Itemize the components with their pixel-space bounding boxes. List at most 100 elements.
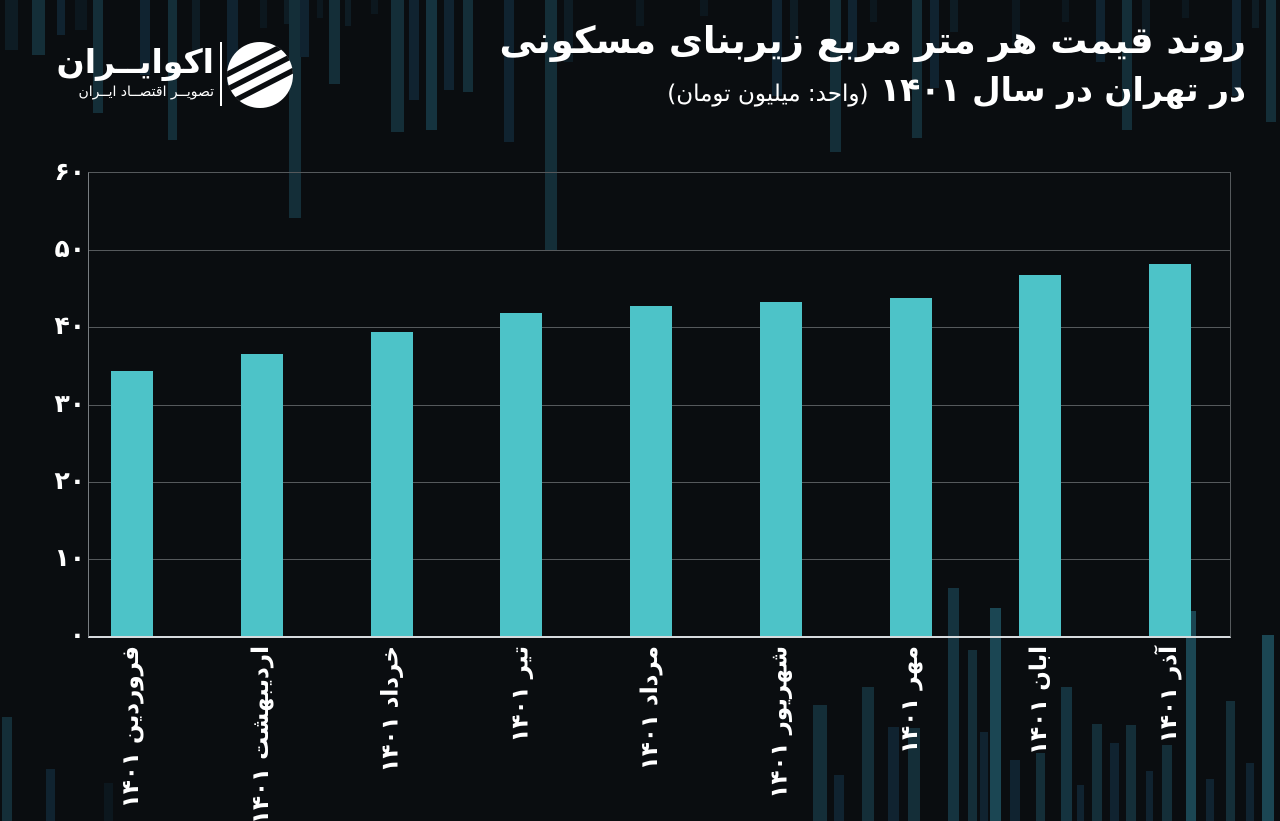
x-tick-label-6: شهریور ۱۴۰۱ — [766, 646, 793, 799]
texture-top-bar-18 — [391, 0, 404, 132]
texture-top-bar-22 — [463, 0, 473, 92]
texture-bottom-bar-19 — [1126, 725, 1136, 821]
texture-bottom-bar-24 — [1226, 701, 1235, 821]
texture-top-bar-27 — [700, 0, 708, 16]
texture-bottom-bar-26 — [1262, 635, 1274, 821]
texture-top-bar-16 — [345, 0, 351, 26]
texture-top-bar-10 — [260, 0, 267, 28]
y-tick-label-10: ۱۰ — [54, 542, 85, 572]
texture-top-bar-9 — [227, 0, 238, 85]
x-tick-label-9: آذر ۱۴۰۱ — [1156, 646, 1182, 744]
texture-bottom-bar-5 — [834, 775, 844, 821]
brand-tagline: تصویــر اقتصــاد ایــران — [78, 84, 214, 100]
texture-bottom-bar-12 — [990, 608, 1001, 821]
bar-5 — [630, 305, 672, 636]
texture-bottom-bar-21 — [1162, 745, 1172, 821]
texture-top-bar-19 — [409, 0, 419, 100]
texture-bottom-bar-2 — [46, 769, 55, 821]
y-tick-label-0: ۰ — [69, 620, 85, 649]
x-tick-label-7: مهر ۱۴۰۱ — [896, 646, 923, 754]
x-tick-label-5: مرداد ۱۴۰۱ — [637, 646, 663, 771]
texture-bottom-bar-7 — [888, 727, 899, 821]
bar-1 — [111, 370, 153, 636]
texture-top-bar-34 — [930, 0, 939, 88]
bar-2 — [240, 353, 283, 636]
x-tick-label-8: ابان ۱۴۰۱ — [1026, 646, 1053, 755]
texture-bottom-bar-3 — [104, 783, 113, 821]
texture-bottom-bar-9 — [948, 588, 959, 821]
texture-top-bar-25 — [564, 0, 573, 62]
texture-top-bar-4 — [75, 0, 87, 30]
y-tick-label-30: ۳۰ — [54, 388, 85, 418]
texture-top-bar-30 — [830, 0, 841, 152]
texture-bottom-bar-10 — [968, 650, 977, 821]
texture-top-bar-40 — [1142, 0, 1150, 36]
texture-top-bar-43 — [1252, 0, 1259, 28]
gridline-50 — [89, 250, 1230, 252]
texture-bottom-bar-25 — [1246, 763, 1254, 821]
brand-name: اکوایــران — [56, 42, 214, 81]
texture-top-bar-3 — [57, 0, 65, 35]
x-tick-label-2: اردیبهشت ۱۴۰۱ — [247, 646, 274, 821]
texture-bottom-bar-22 — [1186, 611, 1196, 821]
texture-bottom-bar-13 — [1010, 760, 1020, 821]
texture-bottom-bar-11 — [980, 732, 988, 821]
y-tick-label-50: ۵۰ — [54, 234, 85, 264]
chart-title-line2-main: در تهران در سال ۱۴۰۱ — [879, 70, 1246, 109]
bar-7 — [889, 298, 932, 636]
chart-title-line1: روند قیمت هر متر مربع زیربنای مسکونی — [499, 19, 1246, 62]
texture-top-bar-2 — [32, 0, 45, 55]
plot-area — [88, 172, 1231, 638]
ecoiran-emblem-icon — [227, 42, 293, 108]
chart-title-line2: در تهران در سال ۱۴۰۱ (واحد: میلیون تومان… — [499, 68, 1246, 116]
x-tick-label-3: خرداد ۱۴۰۱ — [377, 646, 404, 773]
y-tick-label-20: ۲۰ — [54, 465, 85, 495]
texture-top-bar-32 — [870, 0, 877, 22]
chart-unit-note: (واحد: میلیون تومان) — [667, 81, 869, 107]
texture-top-bar-12 — [289, 0, 301, 218]
y-tick-label-60: ۶۰ — [54, 157, 85, 186]
texture-top-bar-8 — [192, 0, 200, 50]
texture-top-bar-1 — [5, 0, 18, 50]
texture-top-bar-13 — [300, 0, 309, 57]
texture-top-bar-33 — [912, 0, 922, 138]
texture-top-bar-42 — [1232, 0, 1241, 96]
bar-4 — [500, 313, 543, 636]
texture-top-bar-36 — [1012, 0, 1020, 46]
texture-bottom-bar-8 — [908, 728, 920, 821]
brand-separator — [220, 42, 222, 106]
texture-top-bar-41 — [1182, 0, 1189, 18]
texture-top-bar-39 — [1122, 0, 1132, 130]
texture-bottom-bar-14 — [1036, 753, 1045, 821]
texture-top-bar-24 — [545, 0, 557, 250]
chart-title-block: روند قیمت هر متر مربع زیربنای مسکونی در … — [499, 16, 1246, 116]
texture-top-bar-15 — [329, 0, 340, 84]
texture-top-bar-7 — [168, 0, 177, 140]
x-tick-label-1: فروردین ۱۴۰۱ — [118, 646, 144, 809]
texture-top-bar-26 — [636, 0, 644, 26]
texture-top-bar-21 — [444, 0, 454, 90]
brand-text-block: اکوایــران تصویــر اقتصــاد ایــران — [40, 42, 214, 102]
texture-top-bar-14 — [317, 0, 323, 18]
texture-top-bar-29 — [790, 0, 798, 40]
texture-bottom-bar-4 — [813, 705, 827, 821]
x-tick-label-4: تیر ۱۴۰۱ — [507, 646, 534, 743]
texture-bottom-bar-23 — [1206, 779, 1214, 821]
bar-9 — [1149, 264, 1191, 636]
texture-top-bar-17 — [371, 0, 378, 14]
texture-top-bar-20 — [426, 0, 437, 130]
texture-bottom-bar-20 — [1146, 771, 1153, 821]
texture-top-bar-28 — [772, 0, 782, 96]
texture-bottom-bar-6 — [862, 687, 874, 821]
texture-bottom-bar-1 — [2, 717, 12, 821]
texture-top-bar-38 — [1096, 0, 1105, 62]
y-tick-label-40: ۴۰ — [54, 311, 85, 341]
texture-bottom-bar-15 — [1061, 687, 1072, 821]
texture-top-bar-31 — [848, 0, 857, 60]
texture-bottom-bar-16 — [1077, 785, 1084, 821]
texture-top-bar-11 — [284, 0, 293, 24]
texture-top-bar-37 — [1062, 0, 1069, 22]
texture-bottom-bar-17 — [1092, 724, 1102, 821]
